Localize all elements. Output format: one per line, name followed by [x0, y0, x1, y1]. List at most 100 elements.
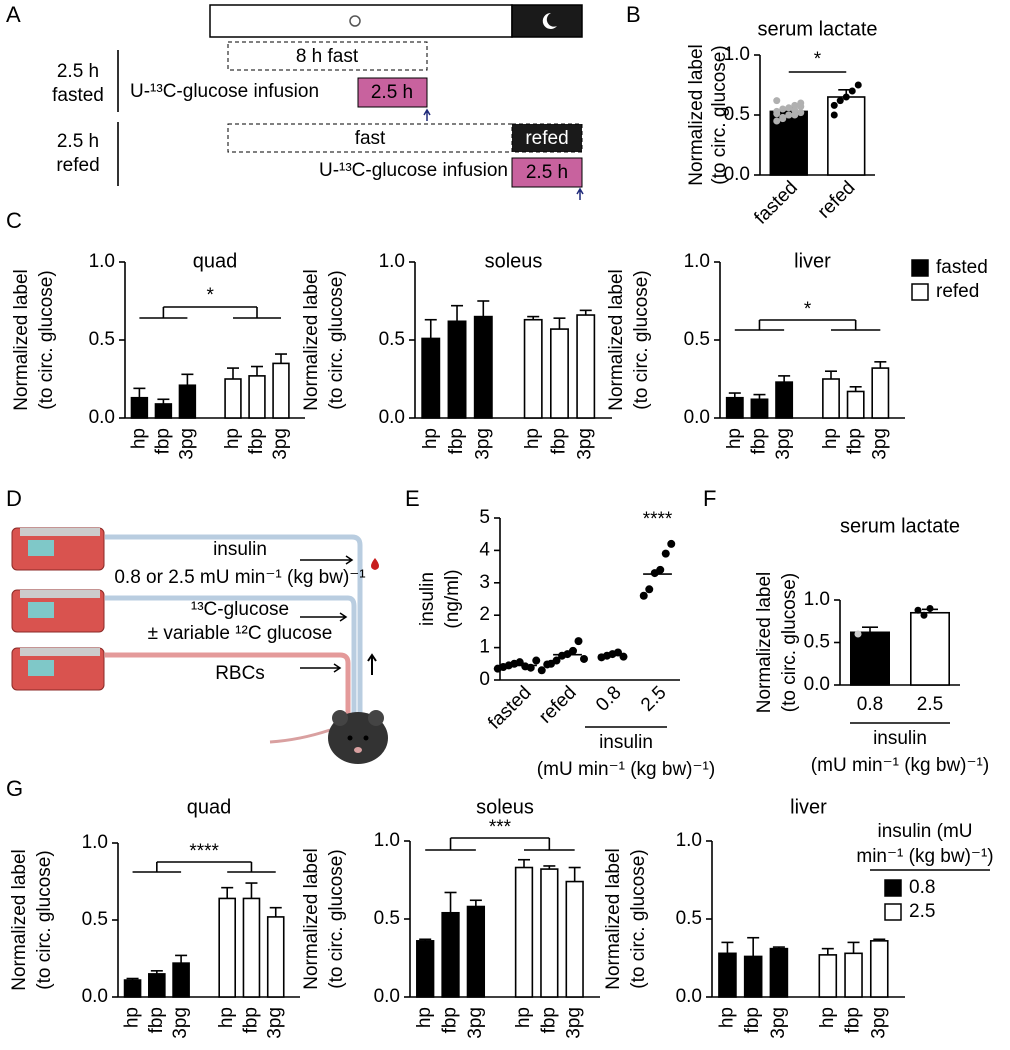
x-tick-label: fbp: [152, 428, 173, 454]
bar: [178, 384, 197, 419]
group-label: refed: [56, 155, 99, 176]
data-point: [580, 654, 588, 663]
legend-label: 2.5: [909, 901, 935, 922]
x-tick-label: fbp: [246, 428, 267, 454]
y-tick-label: 1: [479, 637, 490, 658]
panel-label: F: [703, 486, 716, 511]
data-point: [656, 565, 665, 574]
x-tick-label: hp: [716, 1007, 737, 1028]
bar: [818, 954, 838, 998]
line-label: ¹³C-glucose: [191, 599, 289, 620]
panel-label: G: [6, 776, 23, 801]
x-tick-label: hp: [817, 1007, 838, 1028]
chart-title: quad: [193, 250, 238, 272]
x-tick-label: 3pg: [869, 428, 890, 460]
bar: [743, 955, 763, 998]
bar: [514, 866, 534, 998]
data-point: [552, 656, 561, 665]
tube: [105, 652, 351, 725]
legend-swatch: [884, 903, 902, 921]
panel-label: A: [6, 2, 21, 27]
x-tick-label: fasted: [484, 682, 535, 733]
y-tick-label: 0.5: [379, 329, 405, 350]
infusion-label: U-¹³C-glucose infusion: [130, 81, 319, 102]
panel-label: D: [6, 486, 22, 511]
significance-label: ****: [643, 509, 673, 530]
data-point: [532, 656, 541, 665]
legend-label: fasted: [936, 257, 988, 278]
x-axis-label: (mU min⁻¹ (kg bw)⁻¹): [811, 755, 989, 776]
x-tick-label: fbp: [538, 1007, 559, 1033]
y-axis-label: Normalized label: [301, 269, 322, 411]
duration-label: 2.5 h: [526, 162, 568, 183]
y-tick-label: 3: [479, 572, 490, 593]
infusion-box: [511, 157, 583, 188]
y-tick-label: 5: [479, 507, 490, 528]
panel-label: E: [405, 486, 420, 511]
bar: [266, 916, 285, 998]
y-tick-label: 1.0: [676, 830, 702, 851]
bar: [769, 110, 808, 176]
data-point: [926, 605, 934, 612]
x-tick-label: hp: [522, 428, 543, 449]
significance-label: ****: [189, 841, 219, 862]
tube: [105, 534, 363, 725]
bar: [565, 880, 584, 998]
legend-title: insulin (mU: [877, 821, 972, 842]
sample-arrow: [423, 108, 431, 121]
significance-label: ***: [489, 817, 512, 838]
y-axis-label: Normalized label: [301, 848, 322, 990]
fast-label: 8 h fast: [296, 46, 359, 67]
y-tick-label: 0.5: [676, 908, 702, 929]
bar: [248, 375, 266, 419]
data-point: [773, 117, 781, 125]
data-point: [920, 611, 928, 619]
x-axis-label: (mU min⁻¹ (kg bw)⁻¹): [537, 759, 715, 780]
y-tick-label: 0.0: [724, 164, 750, 185]
x-tick-label: 3pg: [773, 428, 794, 460]
y-axis-label: Normalized label: [603, 848, 624, 990]
y-axis-label: (to circ. glucose): [709, 45, 730, 184]
y-axis-label: (to circ. glucose): [36, 270, 57, 409]
y-tick-label: 0.0: [89, 407, 115, 428]
data-point: [785, 104, 793, 112]
y-tick-label: 1.0: [82, 832, 108, 853]
bar: [148, 973, 166, 998]
y-tick-label: 0.5: [724, 104, 750, 125]
line-label: insulin: [213, 539, 267, 560]
data-point: [797, 109, 805, 117]
legend-title: min⁻¹ (kg bw)⁻¹): [856, 846, 993, 867]
x-tick-label: 3pg: [768, 1007, 789, 1039]
data-point: [848, 87, 856, 95]
bar: [750, 398, 769, 419]
group-label: 2.5 h: [57, 61, 99, 82]
bar: [549, 328, 569, 419]
y-tick-label: 0.0: [379, 407, 405, 428]
group-label: 2.5 h: [57, 131, 99, 152]
legend-swatch: [911, 283, 929, 301]
bar: [421, 337, 441, 419]
infusion-label: U-¹³C-glucose infusion: [319, 160, 508, 181]
line-label: ± variable ¹²C glucose: [148, 623, 333, 644]
y-axis-label: (to circ. glucose): [779, 573, 800, 712]
x-tick-label: fasted: [750, 177, 801, 228]
y-tick-label: 0.5: [804, 632, 830, 653]
chart-title: soleus: [476, 796, 534, 818]
y-tick-label: 0.0: [804, 674, 830, 695]
y-tick-label: 1.0: [724, 44, 750, 65]
bar: [871, 367, 890, 419]
group-label: fasted: [52, 85, 104, 106]
data-point: [569, 646, 577, 655]
bar: [123, 979, 142, 998]
x-tick-label: 0.8: [592, 682, 626, 716]
infusion-box: [357, 77, 428, 108]
data-point: [773, 97, 781, 105]
x-tick-label: 3pg: [465, 1007, 486, 1039]
bar: [466, 905, 486, 998]
bar: [822, 378, 840, 419]
legend-swatch: [884, 879, 902, 897]
y-axis-label: (to circ. glucose): [34, 850, 55, 989]
fast-box: [227, 41, 428, 71]
moon-icon: [542, 12, 557, 29]
data-point: [791, 101, 799, 109]
